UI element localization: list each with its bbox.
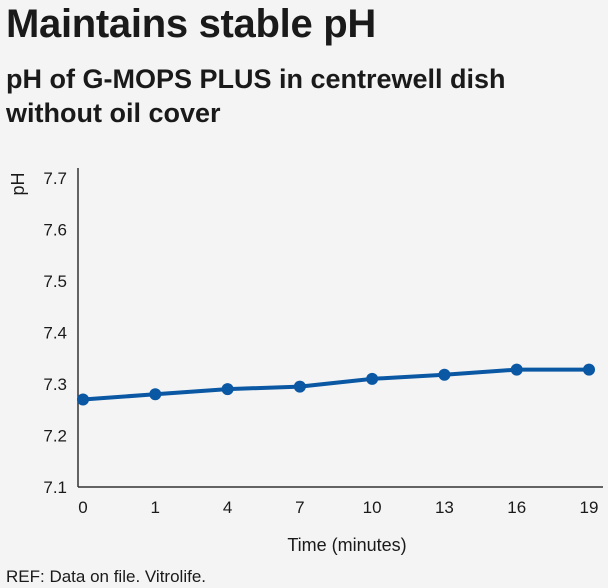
reference-footnote: REF: Data on file. Vitrolife. bbox=[6, 567, 206, 586]
data-point bbox=[366, 372, 379, 385]
series-group bbox=[77, 363, 595, 406]
data-point bbox=[293, 380, 306, 393]
y-tick-label: 7.5 bbox=[43, 272, 67, 291]
data-point bbox=[510, 363, 523, 376]
y-tick-label: 7.1 bbox=[43, 478, 67, 497]
headline: Maintains stable pH bbox=[6, 2, 376, 46]
y-tick-label: 7.7 bbox=[43, 169, 67, 188]
y-axis-title: pH bbox=[8, 172, 28, 195]
y-tick-label: 7.3 bbox=[43, 375, 67, 394]
data-point bbox=[438, 368, 451, 381]
x-tick-label: 13 bbox=[435, 498, 454, 517]
data-point bbox=[77, 393, 89, 406]
x-tick-label: 4 bbox=[223, 498, 232, 517]
y-tick-label: 7.2 bbox=[43, 427, 67, 446]
chart-axes bbox=[77, 168, 603, 488]
y-tick-label: 7.6 bbox=[43, 221, 67, 240]
data-point bbox=[583, 363, 595, 376]
series-line bbox=[81, 367, 591, 402]
x-tick-label: 19 bbox=[580, 498, 599, 517]
chart-subtitle: pH of G-MOPS PLUS in centrewell dish wit… bbox=[6, 64, 506, 128]
x-axis-title: Time (minutes) bbox=[287, 535, 406, 555]
x-tick-labels: 0 1 4 7 10 13 16 19 bbox=[78, 498, 598, 517]
x-tick-label: 0 bbox=[78, 498, 87, 517]
x-tick-label: 7 bbox=[295, 498, 304, 517]
x-tick-label: 1 bbox=[151, 498, 160, 517]
data-point bbox=[221, 383, 234, 396]
line-chart: 7.1 7.2 7.3 7.4 7.5 7.6 7.7 0 1 4 7 10 13 16 19 pH Ti… bbox=[8, 168, 603, 555]
data-point bbox=[149, 388, 162, 401]
y-tick-labels: 7.1 7.2 7.3 7.4 7.5 7.6 7.7 bbox=[43, 169, 67, 497]
y-tick-label: 7.4 bbox=[43, 324, 67, 343]
x-tick-label: 16 bbox=[507, 498, 526, 517]
x-tick-label: 10 bbox=[363, 498, 382, 517]
